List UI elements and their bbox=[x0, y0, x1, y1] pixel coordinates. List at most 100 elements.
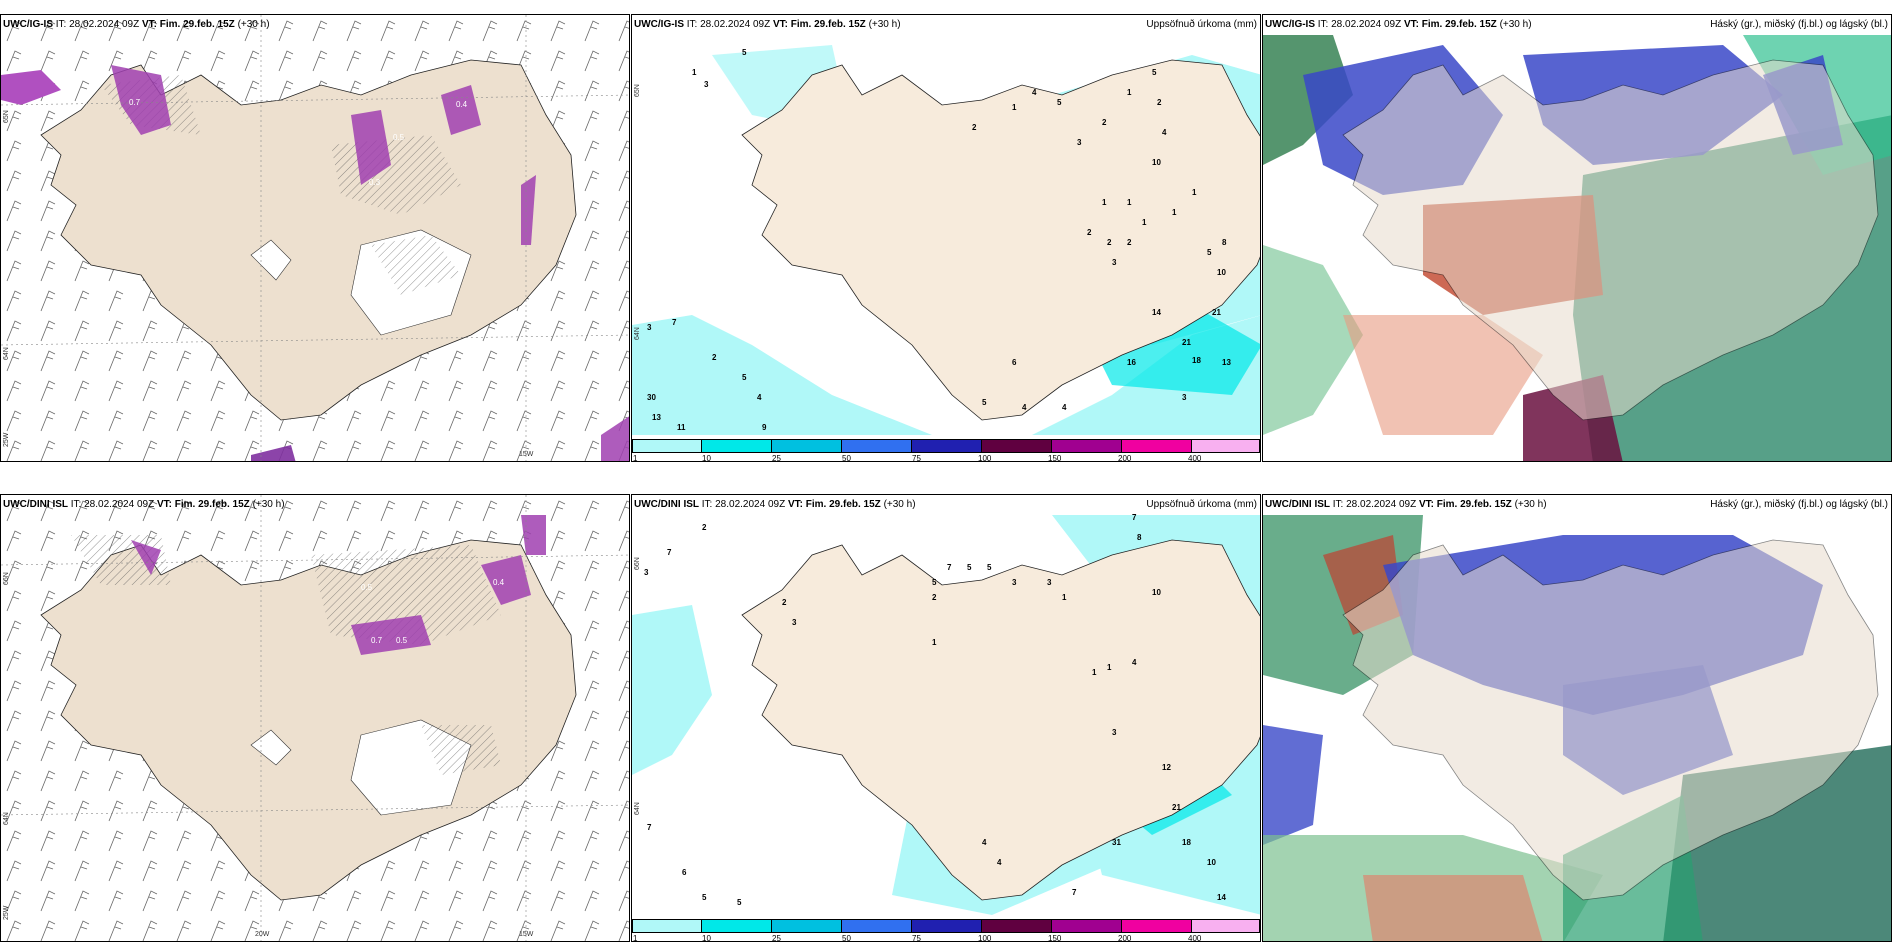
precip-value: 7 bbox=[1132, 513, 1137, 522]
lon-label: 15W bbox=[519, 931, 534, 938]
lat-label: 66N bbox=[634, 557, 641, 570]
precip-value: 3 bbox=[1182, 393, 1187, 402]
colorbar-label: 1 bbox=[633, 454, 638, 462]
precip-value: 31 bbox=[1112, 838, 1121, 847]
precip-value: 1 bbox=[1062, 593, 1067, 602]
iceland-landmass bbox=[40, 59, 577, 421]
colorbar-bin bbox=[1192, 919, 1260, 933]
precip-value: 2 bbox=[1157, 98, 1162, 107]
map-panel-igis-precip: UWC/IG-IS IT: 28.02.2024 09Z VT: Fim. 29… bbox=[631, 14, 1261, 462]
map-panel-dini-cloud: UWC/DINI ISL IT: 28.02.2024 09Z VT: Fim.… bbox=[1262, 494, 1892, 942]
wind-value: 0.7 bbox=[129, 98, 141, 107]
panel-header: UWC/DINI ISL IT: 28.02.2024 09Z VT: Fim.… bbox=[1265, 499, 1547, 510]
precip-value: 8 bbox=[1222, 238, 1227, 247]
panel-title: Háský (gr.), miðský (fj.bl.) og lágský (… bbox=[1710, 499, 1888, 510]
precip-value: 3 bbox=[1077, 138, 1082, 147]
precip-value: 14 bbox=[1152, 308, 1161, 317]
lon-label: 25W bbox=[3, 905, 10, 920]
precip-value: 5 bbox=[987, 563, 992, 572]
precip-value: 4 bbox=[757, 393, 762, 402]
lat-label: 64N bbox=[3, 347, 10, 360]
panel-header: UWC/DINI ISL IT: 28.02.2024 09Z VT: Fim.… bbox=[634, 499, 916, 510]
colorbar-label: 100 bbox=[978, 934, 992, 942]
colorbar-label: 100 bbox=[978, 454, 992, 462]
precip-value: 5 bbox=[742, 48, 747, 57]
colorbar-label: 150 bbox=[1048, 934, 1062, 942]
precip-value: 21 bbox=[1172, 803, 1181, 812]
colorbar-bin bbox=[632, 919, 702, 933]
lat-label: 64N bbox=[634, 802, 641, 815]
precip-map: 1 3 5 1 2 4 5 3 2 1 2 5 4 10 1 2 1 1 1 1… bbox=[632, 45, 1260, 435]
precip-value: 3 bbox=[1047, 578, 1052, 587]
precip-value: 7 bbox=[672, 318, 677, 327]
precip-value: 2 bbox=[1127, 238, 1132, 247]
colorbar-label: 200 bbox=[1118, 934, 1132, 942]
colorbar-label: 75 bbox=[912, 934, 921, 942]
wind-value: 0.5 bbox=[396, 636, 408, 645]
precip-value: 5 bbox=[982, 398, 987, 407]
precip-value: 3 bbox=[1112, 258, 1117, 267]
precip-value: 4 bbox=[997, 858, 1002, 867]
wind-value: 0.3 bbox=[369, 178, 381, 187]
precip-value: 30 bbox=[647, 393, 656, 402]
precip-value: 14 bbox=[1217, 893, 1226, 902]
precip-map: 2 7 3 2 3 5 7 5 5 2 3 3 1 1 1 1 4 10 3 1… bbox=[632, 513, 1260, 915]
lat-label: 65N bbox=[634, 84, 641, 97]
lat-label: 64N bbox=[634, 327, 641, 340]
precip-value: 5 bbox=[737, 898, 742, 907]
colorbar-label: 400 bbox=[1188, 934, 1202, 942]
panel-header: UWC/DINI ISL IT: 28.02.2024 09Z VT: Fim.… bbox=[3, 499, 285, 510]
colorbar-bin bbox=[1052, 919, 1122, 933]
precip-value: 5 bbox=[932, 578, 937, 587]
wind-value: 0.5 bbox=[361, 583, 373, 592]
colorbar-bin bbox=[1122, 919, 1192, 933]
lat-label: 66N bbox=[3, 572, 10, 585]
precip-value: 21 bbox=[1182, 338, 1191, 347]
colorbar-label: 1 bbox=[633, 934, 638, 942]
cloud-map bbox=[1263, 495, 1891, 941]
precip-value: 5 bbox=[702, 893, 707, 902]
colorbar-label: 400 bbox=[1188, 454, 1202, 462]
panel-title: Uppsöfnuð úrkoma (mm) bbox=[1146, 499, 1257, 510]
precip-value: 5 bbox=[967, 563, 972, 572]
precip-value: 7 bbox=[947, 563, 952, 572]
precip-value: 8 bbox=[1137, 533, 1142, 542]
panel-title: Háský (gr.), miðský (fj.bl.) og lágský (… bbox=[1710, 19, 1888, 30]
precip-value: 1 bbox=[1107, 663, 1112, 672]
wind-value: 0.5 bbox=[393, 133, 405, 142]
panel-header: UWC/IG-IS IT: 28.02.2024 09Z VT: Fim. 29… bbox=[3, 19, 270, 30]
precip-value: 1 bbox=[1012, 103, 1017, 112]
precip-value: 1 bbox=[1127, 88, 1132, 97]
colorbar-bin bbox=[842, 919, 912, 933]
precip-value: 4 bbox=[1132, 658, 1137, 667]
precip-value: 5 bbox=[1152, 68, 1157, 77]
precip-value: 1 bbox=[1102, 198, 1107, 207]
wind-map: 0.7 0.4 0.5 0.3 bbox=[1, 15, 629, 461]
precip-value: 3 bbox=[644, 568, 649, 577]
precip-value: 4 bbox=[1162, 128, 1167, 137]
wind-map: 0.5 0.7 0.5 0.4 bbox=[1, 495, 629, 941]
precip-value: 10 bbox=[1207, 858, 1216, 867]
precip-value: 7 bbox=[647, 823, 652, 832]
precip-value: 13 bbox=[652, 413, 661, 422]
precip-value: 5 bbox=[1207, 248, 1212, 257]
map-panel-dini-precip: UWC/DINI ISL IT: 28.02.2024 09Z VT: Fim.… bbox=[631, 494, 1261, 942]
colorbar-label: 25 bbox=[772, 454, 781, 462]
panel-header: UWC/IG-IS IT: 28.02.2024 09Z VT: Fim. 29… bbox=[634, 19, 901, 30]
precip-value: 6 bbox=[682, 868, 687, 877]
wind-value: 0.4 bbox=[493, 578, 505, 587]
precip-value: 7 bbox=[667, 548, 672, 557]
precip-value: 3 bbox=[647, 323, 652, 332]
precip-value: 6 bbox=[1012, 358, 1017, 367]
colorbar-bin bbox=[772, 919, 842, 933]
precip-value: 5 bbox=[742, 373, 747, 382]
precip-value: 4 bbox=[1062, 403, 1067, 412]
precip-value: 2 bbox=[712, 353, 717, 362]
precip-value: 1 bbox=[1192, 188, 1197, 197]
lat-label: 65N bbox=[3, 110, 10, 123]
precip-value: 21 bbox=[1212, 308, 1221, 317]
map-panel-dini-wind: UWC/DINI ISL IT: 28.02.2024 09Z VT: Fim.… bbox=[0, 494, 630, 942]
lon-label: 20W bbox=[255, 931, 270, 938]
precip-value: 18 bbox=[1192, 356, 1201, 365]
colorbar-bin bbox=[912, 919, 982, 933]
